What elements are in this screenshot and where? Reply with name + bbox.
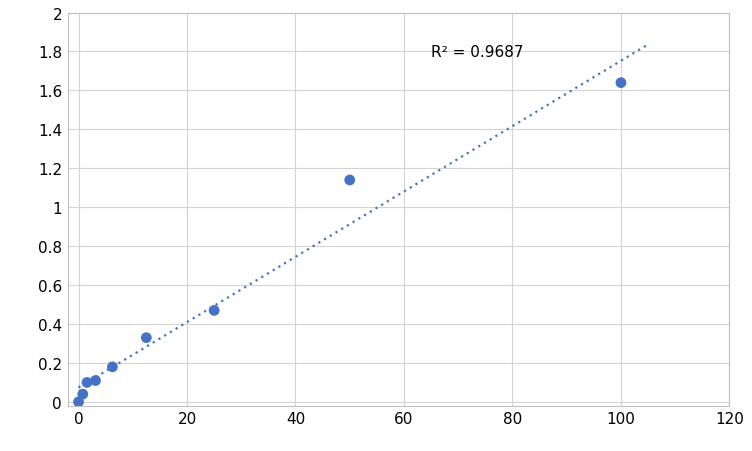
Point: [107, 364, 119, 371]
Point: [72, 398, 84, 405]
Point: [89, 377, 102, 384]
Point: [208, 307, 220, 314]
Point: [81, 379, 93, 386]
Point: [141, 334, 153, 341]
Text: R² = 0.9687: R² = 0.9687: [431, 45, 523, 60]
Point: [77, 391, 89, 398]
Point: [615, 80, 627, 87]
Point: [344, 177, 356, 184]
